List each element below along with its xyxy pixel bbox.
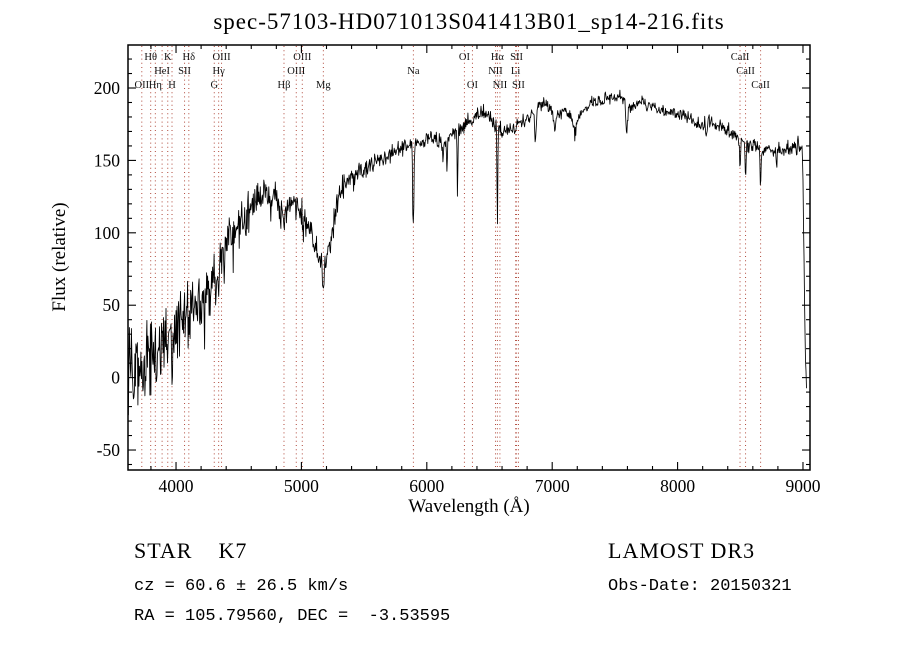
spectral-line-label: Hα	[491, 52, 505, 63]
spectral-line-label: Hδ	[183, 52, 196, 63]
coordinates-text: RA = 105.79560, DEC = -3.53595	[134, 607, 451, 626]
spectral-line-label: OIII	[287, 66, 306, 77]
spectral-line-label: Hη	[149, 80, 162, 91]
x-tick-label: 6000	[409, 476, 444, 496]
y-tick-label: 200	[94, 78, 121, 98]
spectral-line-label: CaII	[736, 66, 755, 77]
spectral-line-label: OIII	[213, 52, 232, 63]
x-tick-label: 5000	[284, 476, 319, 496]
spectral-line-label: SII	[512, 80, 525, 91]
spectral-line-label: SII	[178, 66, 191, 77]
spectral-line-label: H	[168, 80, 176, 91]
y-axis-label: Flux (relative)	[49, 202, 70, 312]
y-tick-label: -50	[97, 440, 121, 460]
spectral-line-label: Hθ	[144, 52, 157, 63]
y-tick-label: 150	[94, 150, 121, 170]
y-tick-label: 100	[94, 223, 121, 243]
spectral-line-label: Li	[511, 66, 520, 77]
x-tick-label: 8000	[660, 476, 695, 496]
y-tick-label: 50	[103, 295, 121, 315]
spectral-line-label: G	[210, 80, 218, 91]
spectral-line-label: OI	[467, 80, 479, 91]
x-tick-label: 9000	[785, 476, 820, 496]
y-tick-label: 0	[111, 368, 120, 388]
plot-title: spec-57103-HD071013S041413B01_sp14-216.f…	[213, 9, 725, 34]
spectral-line-label: NII	[493, 80, 508, 91]
x-axis-label: Wavelength (Å)	[408, 496, 530, 517]
spectral-line-label: Mg	[316, 80, 331, 91]
spectral-line-label: K	[164, 52, 172, 63]
spectral-line-label: Hγ	[213, 66, 226, 77]
object-class-text: STAR K7	[134, 538, 248, 563]
spectral-line-label: Hβ	[278, 80, 291, 91]
spectral-line-label: Na	[407, 66, 420, 77]
survey-text: LAMOST DR3	[608, 538, 756, 563]
spectral-line-label: CaII	[731, 52, 750, 63]
spectral-line-label: HeI	[154, 66, 170, 77]
spectral-line-label: SII	[510, 52, 523, 63]
velocity-text: cz = 60.6 ± 26.5 km/s	[134, 577, 349, 596]
x-tick-label: 7000	[535, 476, 570, 496]
x-tick-label: 4000	[159, 476, 194, 496]
spectral-line-label: NII	[488, 66, 503, 77]
spectral-line-label: CaII	[751, 80, 770, 91]
obs-date-text: Obs-Date: 20150321	[608, 577, 792, 596]
spectral-line-label: OII	[135, 80, 150, 91]
plot-frame	[127, 44, 811, 471]
spectral-line-label: OI	[459, 52, 471, 63]
spectrum-trace	[127, 89, 807, 416]
spectral-line-label: OIII	[293, 52, 312, 63]
